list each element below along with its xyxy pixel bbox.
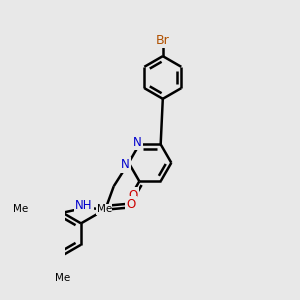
Text: Me: Me — [13, 204, 28, 214]
Text: O: O — [129, 189, 138, 202]
Text: Br: Br — [156, 34, 170, 47]
Text: Me: Me — [55, 273, 70, 283]
Text: N: N — [133, 136, 142, 149]
Text: N: N — [121, 158, 130, 171]
Text: Me: Me — [97, 204, 112, 214]
Text: NH: NH — [75, 199, 93, 212]
Text: O: O — [126, 198, 135, 211]
